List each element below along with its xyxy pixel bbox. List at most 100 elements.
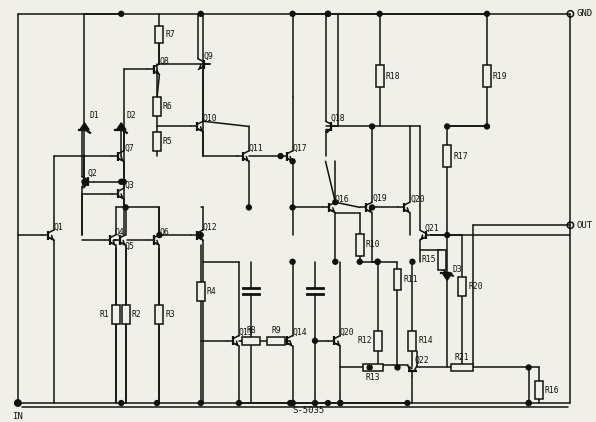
Text: R2: R2 — [132, 310, 141, 319]
Text: Q4: Q4 — [114, 227, 124, 237]
Circle shape — [410, 259, 415, 264]
Text: R16: R16 — [545, 386, 559, 395]
Text: R10: R10 — [366, 241, 380, 249]
Bar — [111, 305, 120, 324]
Bar — [483, 65, 491, 87]
Polygon shape — [80, 123, 89, 130]
Bar — [156, 26, 163, 43]
Text: R4: R4 — [207, 287, 216, 296]
Circle shape — [198, 400, 203, 406]
Text: IN: IN — [13, 412, 23, 421]
Circle shape — [325, 11, 330, 16]
Text: R1: R1 — [100, 310, 110, 319]
Circle shape — [333, 259, 338, 264]
Bar — [535, 381, 542, 399]
Text: Q10: Q10 — [203, 114, 218, 123]
Text: R13: R13 — [365, 373, 380, 382]
Text: Q16: Q16 — [335, 195, 349, 204]
Circle shape — [377, 11, 382, 16]
Bar — [408, 331, 417, 351]
Circle shape — [395, 365, 400, 370]
Text: D2: D2 — [126, 111, 136, 120]
Circle shape — [290, 259, 295, 264]
Circle shape — [485, 11, 489, 16]
Text: Q19: Q19 — [372, 194, 387, 203]
Circle shape — [405, 400, 410, 406]
Bar — [363, 363, 383, 371]
Circle shape — [119, 11, 124, 16]
Text: R8: R8 — [247, 326, 256, 335]
Text: R18: R18 — [386, 72, 400, 81]
Circle shape — [325, 11, 330, 16]
Text: Q11: Q11 — [249, 143, 263, 153]
Circle shape — [375, 259, 380, 264]
Circle shape — [121, 179, 126, 184]
Circle shape — [154, 400, 160, 406]
Text: R9: R9 — [271, 326, 281, 335]
Polygon shape — [116, 123, 126, 130]
Text: OUT: OUT — [576, 221, 592, 230]
Bar — [122, 305, 129, 324]
Text: Q17: Q17 — [292, 143, 307, 153]
Text: R19: R19 — [493, 72, 508, 81]
Text: D1: D1 — [89, 111, 99, 120]
Circle shape — [445, 233, 449, 238]
Text: R17: R17 — [453, 151, 468, 161]
Text: Q9: Q9 — [204, 52, 213, 61]
Circle shape — [290, 159, 295, 164]
Circle shape — [198, 11, 203, 16]
Text: R7: R7 — [165, 30, 175, 39]
Circle shape — [119, 179, 124, 184]
Text: Q2: Q2 — [88, 169, 97, 179]
Text: Q14: Q14 — [292, 328, 307, 337]
Bar — [438, 250, 446, 270]
Text: R5: R5 — [163, 137, 173, 146]
Text: R11: R11 — [403, 275, 418, 284]
Text: R20: R20 — [468, 282, 483, 291]
Circle shape — [288, 400, 293, 406]
Polygon shape — [442, 273, 452, 280]
Bar — [156, 305, 163, 324]
Bar — [153, 97, 161, 116]
Text: Q5: Q5 — [124, 243, 134, 252]
Bar — [153, 132, 161, 151]
Circle shape — [278, 154, 283, 159]
Circle shape — [526, 365, 531, 370]
Circle shape — [325, 400, 330, 406]
Circle shape — [290, 11, 295, 16]
Circle shape — [367, 365, 372, 370]
Text: Q6: Q6 — [160, 227, 170, 237]
Circle shape — [325, 11, 330, 16]
Text: Q12: Q12 — [203, 223, 218, 232]
Text: Q13: Q13 — [238, 328, 253, 337]
Bar — [458, 276, 466, 296]
Circle shape — [15, 400, 20, 406]
Bar — [356, 234, 364, 256]
Bar — [375, 65, 384, 87]
Circle shape — [198, 233, 203, 238]
Circle shape — [119, 400, 124, 406]
Bar — [451, 363, 473, 371]
Circle shape — [157, 233, 162, 238]
Bar — [243, 337, 260, 345]
Text: Q22: Q22 — [414, 356, 429, 365]
Circle shape — [333, 200, 338, 205]
Text: Q3: Q3 — [124, 181, 134, 190]
Bar — [393, 269, 402, 290]
Circle shape — [526, 400, 531, 406]
Text: Q20: Q20 — [411, 195, 425, 204]
Circle shape — [246, 205, 252, 210]
Text: R6: R6 — [163, 102, 173, 111]
Circle shape — [357, 259, 362, 264]
Text: S-5035: S-5035 — [292, 406, 324, 415]
Circle shape — [375, 259, 380, 264]
Circle shape — [290, 400, 295, 406]
Text: R21: R21 — [455, 352, 470, 362]
Circle shape — [445, 124, 449, 129]
Text: D3: D3 — [452, 265, 462, 274]
Text: Q20: Q20 — [340, 328, 355, 337]
Text: GND: GND — [576, 9, 592, 18]
Text: Q7: Q7 — [124, 143, 134, 153]
Bar — [197, 281, 204, 301]
Circle shape — [338, 400, 343, 406]
